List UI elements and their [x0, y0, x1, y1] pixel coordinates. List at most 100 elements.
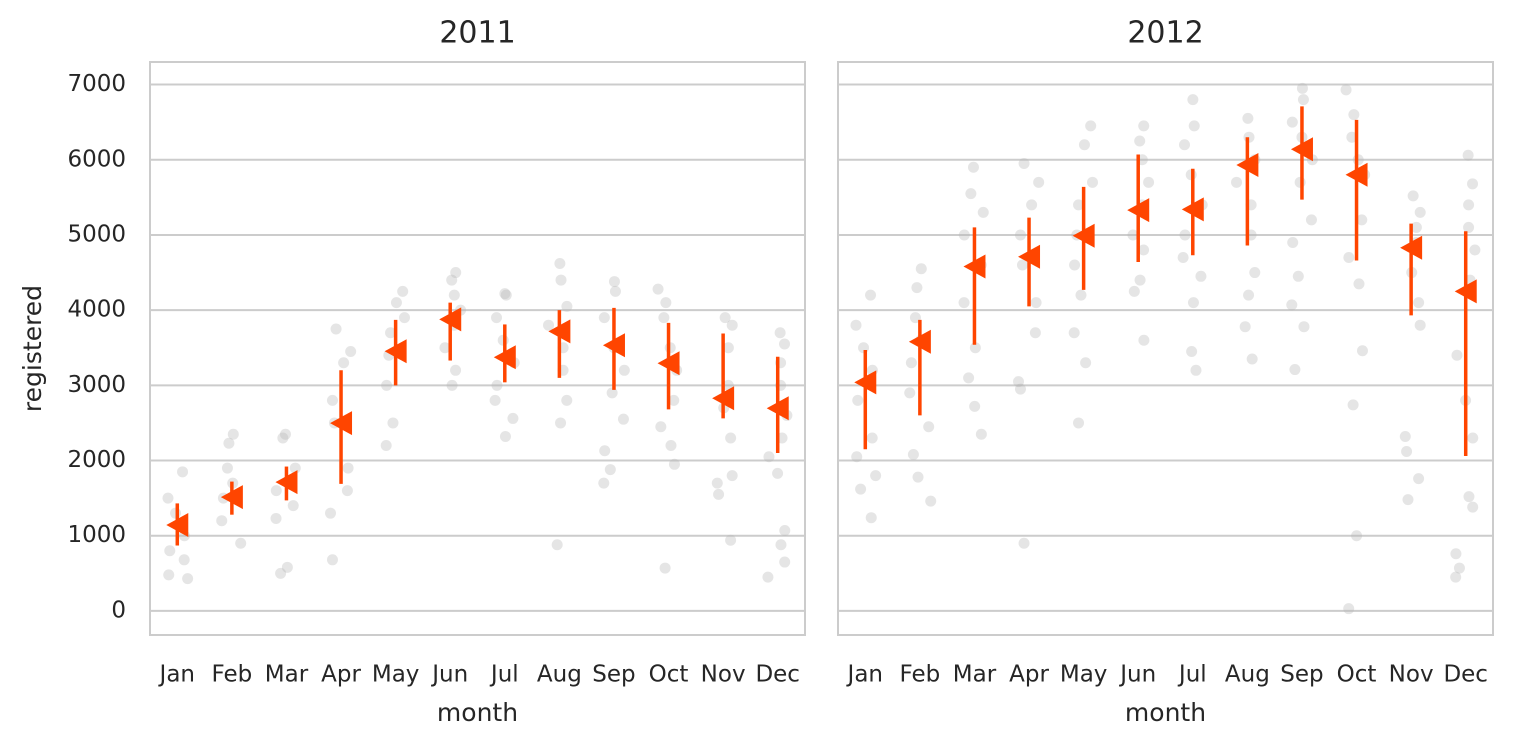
strip-point: [1467, 178, 1479, 190]
y-tick-label: 2000: [67, 447, 126, 473]
x-tick-label: Jun: [1118, 662, 1156, 688]
strip-point: [1073, 417, 1085, 429]
mean-marker: [1018, 244, 1041, 269]
strip-point: [1348, 109, 1360, 121]
strip-point: [289, 462, 301, 474]
strip-point: [1414, 319, 1426, 331]
x-tick-label: Dec: [755, 662, 800, 688]
strip-point: [609, 285, 621, 297]
strip-point: [235, 537, 247, 549]
strip-point: [380, 440, 392, 452]
strip-point: [1356, 345, 1368, 357]
strip-point: [163, 569, 175, 581]
mean-marker: [1400, 235, 1423, 260]
strip-point: [779, 524, 791, 536]
strip-point: [1075, 289, 1087, 301]
strip-point: [907, 449, 919, 461]
strip-point: [1127, 229, 1139, 241]
strip-point: [326, 394, 338, 406]
strip-point: [182, 573, 194, 585]
x-tick-label: Dec: [1443, 662, 1488, 688]
mean-marker: [548, 319, 571, 344]
strip-point: [965, 188, 977, 200]
strip-point: [658, 312, 670, 324]
strip-point: [1014, 383, 1026, 395]
y-tick-label: 5000: [67, 221, 126, 247]
strip-point: [617, 413, 629, 425]
strip-point: [561, 300, 573, 312]
strip-point: [555, 274, 567, 286]
strip-point: [1469, 244, 1481, 256]
strip-point: [491, 312, 503, 324]
strip-point: [1289, 364, 1301, 376]
strip-point: [1078, 139, 1090, 151]
strip-point: [865, 512, 877, 524]
strip-point: [719, 312, 731, 324]
strip-point: [855, 483, 867, 495]
strip-point: [774, 327, 786, 339]
strip-point: [925, 495, 937, 507]
strip-point: [969, 342, 981, 354]
strip-point: [1195, 270, 1207, 282]
strip-point: [385, 327, 397, 339]
strip-point: [923, 421, 935, 433]
strip-point: [608, 276, 620, 288]
strip-point: [969, 400, 981, 412]
strip-point: [554, 258, 566, 270]
strip-point: [1085, 120, 1097, 132]
x-tick-label: Aug: [537, 662, 582, 688]
strip-point: [1451, 349, 1463, 361]
x-tick-label: Nov: [701, 662, 746, 688]
strip-point: [1026, 199, 1038, 211]
strip-point: [1187, 297, 1199, 309]
mean-marker: [908, 329, 931, 354]
strip-point: [1414, 206, 1426, 218]
mean-marker: [854, 370, 877, 395]
strip-point: [911, 282, 923, 294]
strip-point: [491, 379, 503, 391]
strip-point: [977, 206, 989, 218]
strip-point: [162, 492, 174, 504]
strip-point: [1463, 491, 1475, 503]
strip-point: [1068, 327, 1080, 339]
strip-point: [1179, 229, 1191, 241]
x-tick-label: Sep: [1280, 662, 1323, 688]
strip-point: [1343, 603, 1355, 615]
strip-point: [772, 467, 784, 479]
x-tick-label: May: [372, 662, 420, 688]
strip-point: [164, 545, 176, 557]
y-tick-label: 0: [111, 597, 126, 623]
strip-point: [665, 440, 677, 452]
mean-marker: [1181, 197, 1204, 222]
strip-point: [851, 451, 863, 463]
strip-point: [1013, 376, 1025, 388]
strip-point: [1287, 236, 1299, 248]
strip-point: [915, 263, 927, 275]
y-tick-label: 7000: [67, 71, 126, 97]
strip-point: [1343, 252, 1355, 264]
mean-marker: [275, 470, 298, 495]
strip-point: [499, 430, 511, 442]
strip-point: [1356, 214, 1368, 226]
strip-point: [543, 319, 555, 331]
strip-point: [1463, 221, 1475, 233]
x-tick-label: Sep: [592, 662, 635, 688]
x-tick-label: Apr: [1009, 662, 1049, 688]
strip-point: [398, 312, 410, 324]
strip-point: [446, 379, 458, 391]
strip-point: [387, 417, 399, 429]
x-tick-label: Apr: [321, 662, 361, 688]
strip-point: [1014, 229, 1026, 241]
strip-point: [1296, 82, 1308, 94]
strip-point: [606, 387, 618, 399]
strip-point: [381, 379, 393, 391]
strip-point: [390, 297, 402, 309]
mean-marker: [963, 254, 986, 279]
strip-point: [904, 387, 916, 399]
strip-point: [1286, 299, 1298, 311]
strip-point: [1462, 149, 1474, 161]
strip-point: [870, 470, 882, 482]
strip-point: [762, 571, 774, 583]
panel-frame: [837, 61, 1494, 636]
